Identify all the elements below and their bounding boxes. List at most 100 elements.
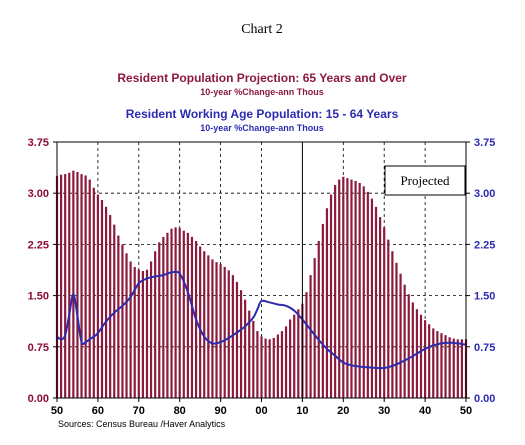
bar-2006	[284, 326, 288, 398]
bar-2039	[419, 314, 423, 398]
bar-1954	[72, 170, 75, 398]
bar-1960	[96, 194, 99, 398]
bar-2012	[309, 275, 312, 398]
bar-1987	[207, 255, 210, 398]
bar-1961	[100, 200, 104, 398]
xtick-label-3: 80	[174, 405, 186, 417]
bar-1982	[186, 232, 189, 398]
bar-2042	[432, 328, 435, 398]
bar-2047	[452, 338, 455, 398]
bar-2049	[460, 339, 464, 398]
series-line-path	[56, 270, 467, 370]
bar-2036	[407, 294, 410, 398]
bar-1952	[64, 174, 67, 398]
bar-1970	[137, 269, 140, 398]
ytick-label-right-1: 3.00	[474, 188, 495, 200]
bar-1979	[174, 227, 177, 398]
bar-2004	[276, 334, 279, 398]
bar-2031	[387, 239, 390, 398]
ytick-label-left-2: 2.25	[28, 239, 49, 251]
title-series-2: Resident Working Age Population: 15 - 64…	[126, 107, 399, 121]
bar-2026	[366, 191, 369, 398]
ytick-label-right-2: 2.25	[474, 239, 495, 251]
bar-2037	[411, 302, 414, 398]
bar-1998	[252, 320, 255, 398]
bar-2046	[448, 337, 451, 398]
projected-box: Projected	[384, 165, 466, 196]
bar-1964	[113, 224, 116, 398]
ytick-label-right-3: 1.50	[474, 291, 495, 303]
line-working-age	[56, 270, 467, 370]
bar-1994	[235, 281, 239, 398]
bar-1978	[170, 228, 173, 398]
bar-1983	[190, 236, 194, 398]
bar-2028	[374, 206, 378, 398]
ytick-label-left-0: 3.75	[28, 137, 49, 149]
bar-2002	[268, 339, 271, 398]
bar-1951	[59, 174, 63, 398]
bar-2023	[354, 180, 357, 398]
bar-2033	[395, 262, 398, 398]
bar-1967	[125, 253, 128, 398]
ytick-label-right-0: 3.75	[474, 137, 495, 149]
xtick-label-5: 00	[255, 405, 267, 417]
xtick-label-6: 10	[296, 405, 308, 417]
bar-1997	[248, 310, 251, 398]
bar-1989	[215, 262, 218, 398]
bar-2027	[370, 198, 374, 398]
bar-2044	[440, 333, 443, 398]
bar-1966	[121, 244, 124, 398]
bar-1965	[117, 235, 120, 398]
bar-1985	[199, 246, 202, 398]
bar-1969	[133, 266, 136, 398]
bar-2014	[317, 240, 320, 398]
bar-1999	[256, 331, 259, 398]
bar-2016	[325, 208, 329, 398]
bar-1986	[203, 251, 206, 398]
bar-2018	[334, 185, 337, 398]
bar-1980	[178, 228, 181, 398]
xtick-label-10: 50	[460, 405, 472, 417]
bar-2008	[293, 314, 296, 398]
bar-1992	[227, 270, 230, 398]
bar-1958	[88, 179, 91, 398]
bar-2007	[289, 319, 292, 398]
bar-1955	[76, 172, 79, 398]
bar-1981	[182, 230, 185, 398]
bar-2041	[428, 324, 431, 398]
ytick-label-right-4: 0.75	[474, 342, 495, 354]
bar-2013	[313, 258, 316, 398]
source-note: Sources: Census Bureau /Haver Analytics	[58, 419, 226, 429]
xtick-label-2: 70	[133, 405, 145, 417]
bar-2021	[346, 178, 349, 398]
xtick-label-9: 40	[419, 405, 431, 417]
bar-1972	[145, 269, 149, 398]
bar-2020	[342, 176, 345, 398]
projected-label: Projected	[400, 173, 450, 188]
bar-2029	[379, 217, 382, 398]
bar-1953	[68, 172, 71, 398]
bar-2015	[321, 223, 324, 398]
bar-2025	[362, 186, 365, 398]
bar-2003	[272, 337, 275, 398]
bar-1974	[154, 251, 157, 398]
bar-2045	[444, 335, 447, 398]
bar-1962	[104, 206, 108, 398]
bar-1993	[231, 275, 234, 398]
ytick-label-left-5: 0.00	[28, 393, 49, 405]
bar-2048	[456, 339, 459, 398]
bar-2000	[260, 336, 263, 398]
subtitle-series-2: 10-year %Change-ann Thous	[200, 123, 324, 133]
ytick-label-left-4: 0.75	[28, 342, 49, 354]
bar-1995	[239, 290, 243, 398]
bar-2005	[280, 331, 284, 398]
bar-2034	[399, 273, 402, 398]
bar-1957	[84, 175, 87, 398]
bar-2035	[403, 284, 406, 398]
title-series-1: Resident Population Projection: 65 Years…	[117, 71, 407, 85]
xtick-label-7: 20	[337, 405, 349, 417]
bar-2024	[358, 182, 361, 398]
bar-2001	[264, 338, 267, 398]
ytick-label-left-3: 1.50	[28, 291, 49, 303]
